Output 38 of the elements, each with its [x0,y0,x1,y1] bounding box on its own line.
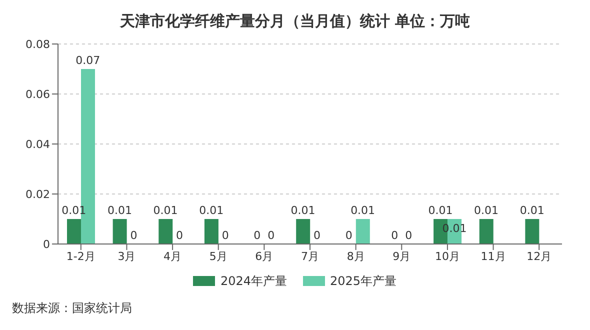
data-label: 0.01 [520,204,544,217]
x-tick-label: 3月 [118,250,136,263]
x-tick-label: 8月 [346,250,365,263]
legend-label: 2025年产量 [330,272,397,290]
y-tick-label: 0.04 [26,138,50,151]
data-label: 0.01 [474,204,499,217]
legend-label: 2024年产量 [220,272,287,290]
data-label: 0.07 [76,54,100,67]
data-label: 0 [314,229,320,242]
x-tick-label: 7月 [301,250,319,263]
x-tick-label: 12月 [526,250,552,263]
data-label: 0.01 [153,204,178,217]
data-label: 0.01 [428,204,453,217]
data-label: 0.01 [107,204,132,217]
x-tick-label: 5月 [209,250,228,263]
data-label: 0 [268,229,275,242]
y-tick-label: 0.08 [26,38,50,51]
x-tick-label: 11月 [480,250,506,263]
data-label: 0 [254,229,261,242]
data-label: 0 [130,229,138,242]
source-note: 数据来源：国家统计局 [11,300,133,317]
y-tick-label: 0.02 [26,188,50,201]
y-tick-label: 0 [43,238,50,251]
data-label: 0.01 [199,204,224,217]
data-label: 0 [345,229,352,242]
data-label: 0.01 [290,204,316,217]
x-tick-label: 1-2月 [66,250,96,263]
data-label: 0 [176,229,184,242]
data-label: 0 [222,229,229,242]
x-tick-label: 4月 [164,250,182,263]
x-tick-label: 9月 [392,250,411,263]
chart-title: 天津市化学纤维产量分月（当月值）统计 单位：万吨 [118,11,472,32]
data-label: 0 [391,229,398,242]
data-label: 0.01 [350,204,376,217]
x-tick-label: 6月 [255,250,274,263]
x-tick-label: 10月 [434,250,460,263]
data-label: 0 [405,229,412,242]
y-tick-label: 0.06 [26,88,50,101]
